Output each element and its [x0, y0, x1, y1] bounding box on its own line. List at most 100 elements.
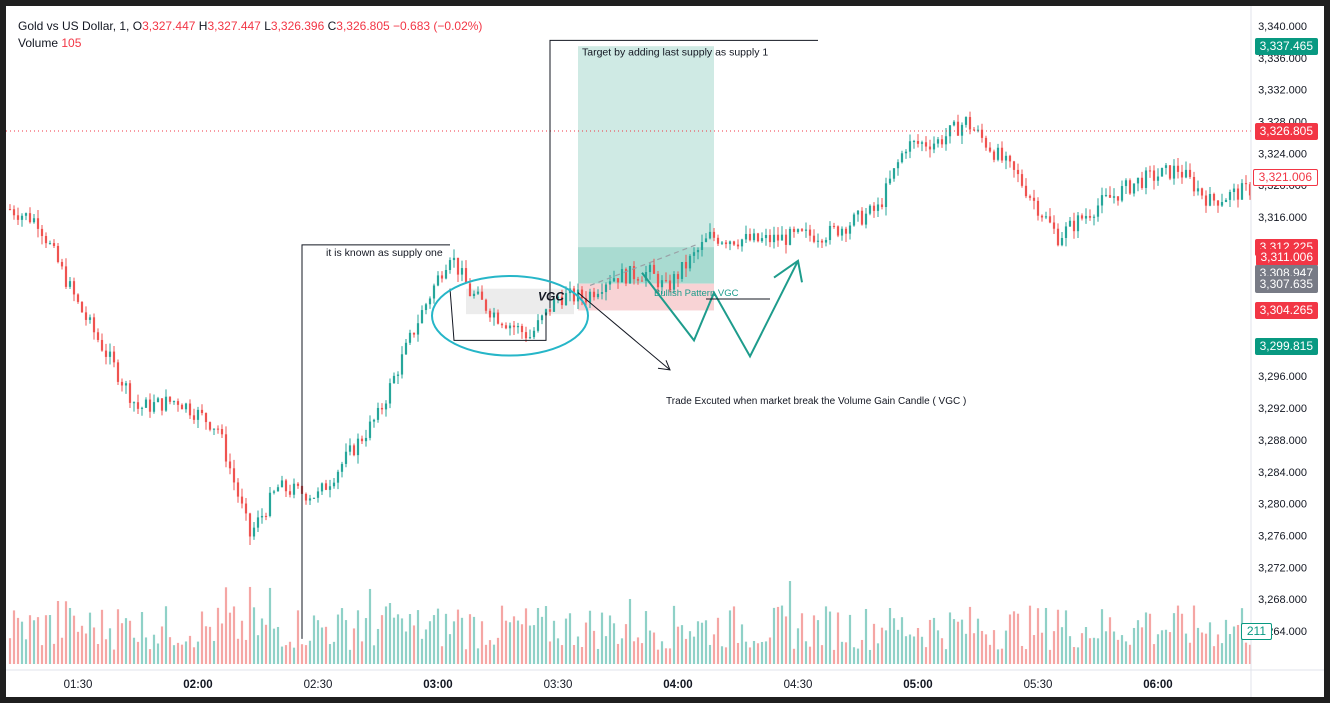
- candle[interactable]: [448, 257, 452, 274]
- candle-body[interactable]: [828, 225, 832, 241]
- candle[interactable]: [732, 240, 736, 247]
- candle[interactable]: [1208, 186, 1212, 207]
- candle[interactable]: [488, 308, 492, 322]
- candle-body[interactable]: [868, 205, 872, 214]
- candle-body[interactable]: [888, 178, 892, 184]
- candle-body[interactable]: [564, 293, 568, 306]
- candle-body[interactable]: [1224, 199, 1228, 203]
- candle-body[interactable]: [408, 332, 412, 343]
- candle-body[interactable]: [596, 293, 600, 298]
- candle[interactable]: [1128, 178, 1132, 195]
- candle[interactable]: [232, 459, 236, 491]
- candle-body[interactable]: [556, 296, 560, 299]
- candle-body[interactable]: [1024, 185, 1028, 197]
- candle[interactable]: [720, 240, 724, 246]
- candle-body[interactable]: [44, 236, 48, 244]
- candle[interactable]: [484, 298, 488, 314]
- candle[interactable]: [724, 240, 728, 249]
- candle-body[interactable]: [1244, 183, 1248, 185]
- candle[interactable]: [180, 403, 184, 410]
- candle-body[interactable]: [748, 233, 752, 241]
- candle[interactable]: [144, 397, 148, 409]
- candle[interactable]: [712, 228, 716, 242]
- candle-body[interactable]: [548, 309, 552, 312]
- supply-one-bracket[interactable]: [301, 244, 450, 639]
- candle-body[interactable]: [284, 480, 288, 492]
- candle[interactable]: [48, 240, 52, 245]
- candle-body[interactable]: [880, 204, 884, 208]
- candle[interactable]: [224, 426, 228, 468]
- candle[interactable]: [220, 424, 224, 438]
- candle-body[interactable]: [236, 482, 240, 497]
- candle-body[interactable]: [332, 482, 336, 487]
- candle-body[interactable]: [952, 121, 956, 126]
- candle[interactable]: [664, 272, 668, 283]
- candle-body[interactable]: [1064, 226, 1068, 238]
- candle[interactable]: [668, 274, 672, 293]
- candle-body[interactable]: [892, 168, 896, 179]
- candle[interactable]: [1012, 160, 1016, 178]
- candle[interactable]: [904, 149, 908, 159]
- candle-body[interactable]: [848, 225, 852, 234]
- candle[interactable]: [596, 289, 600, 300]
- candle-body[interactable]: [448, 260, 452, 271]
- candle[interactable]: [1028, 194, 1032, 201]
- candle[interactable]: [860, 207, 864, 226]
- candle-body[interactable]: [1164, 165, 1168, 168]
- candle-body[interactable]: [580, 289, 584, 299]
- candle-body[interactable]: [604, 284, 608, 293]
- candle[interactable]: [1036, 197, 1040, 221]
- candle-body[interactable]: [416, 323, 420, 335]
- candle[interactable]: [12, 205, 16, 220]
- supply-one-label[interactable]: it is known as supply one: [326, 247, 443, 259]
- vgc-circle[interactable]: [431, 274, 589, 357]
- candle-body[interactable]: [392, 375, 396, 384]
- candle[interactable]: [268, 486, 272, 518]
- candle-body[interactable]: [12, 209, 16, 216]
- candle[interactable]: [212, 428, 216, 435]
- candle-body[interactable]: [496, 312, 500, 324]
- candle[interactable]: [684, 254, 688, 278]
- candle-body[interactable]: [112, 351, 116, 363]
- candle-body[interactable]: [820, 240, 824, 243]
- candle[interactable]: [948, 125, 952, 144]
- candle-body[interactable]: [120, 381, 124, 386]
- candle-body[interactable]: [684, 261, 688, 269]
- candle[interactable]: [784, 229, 788, 254]
- candle-body[interactable]: [400, 354, 404, 375]
- candle[interactable]: [1084, 208, 1088, 224]
- candle[interactable]: [56, 243, 60, 264]
- candle[interactable]: [688, 254, 692, 272]
- candle[interactable]: [592, 287, 596, 301]
- candle[interactable]: [1032, 189, 1036, 210]
- candle-body[interactable]: [840, 228, 844, 236]
- candle[interactable]: [368, 415, 372, 441]
- candle[interactable]: [1212, 192, 1216, 206]
- candle[interactable]: [504, 322, 508, 330]
- candle[interactable]: [1148, 165, 1152, 178]
- candle[interactable]: [620, 263, 624, 283]
- candle-body[interactable]: [124, 383, 128, 386]
- candle[interactable]: [572, 285, 576, 305]
- candle-body[interactable]: [532, 330, 536, 338]
- candle[interactable]: [524, 326, 528, 343]
- candle[interactable]: [960, 122, 964, 145]
- candle-body[interactable]: [864, 213, 868, 225]
- candle[interactable]: [956, 114, 960, 136]
- candle-body[interactable]: [916, 141, 920, 144]
- candle-body[interactable]: [304, 493, 308, 501]
- candle[interactable]: [388, 378, 392, 409]
- candle-body[interactable]: [428, 298, 432, 305]
- candle[interactable]: [428, 296, 432, 309]
- candle[interactable]: [616, 278, 620, 289]
- candle-body[interactable]: [256, 517, 260, 528]
- candle[interactable]: [112, 345, 116, 368]
- candle-body[interactable]: [280, 480, 284, 488]
- candle-body[interactable]: [204, 413, 208, 423]
- candle[interactable]: [436, 271, 440, 287]
- price-tag[interactable]: 3,307.635: [1254, 275, 1318, 293]
- candle[interactable]: [628, 265, 632, 284]
- candle-body[interactable]: [680, 261, 684, 279]
- candle-body[interactable]: [924, 142, 928, 147]
- candle[interactable]: [1104, 188, 1108, 198]
